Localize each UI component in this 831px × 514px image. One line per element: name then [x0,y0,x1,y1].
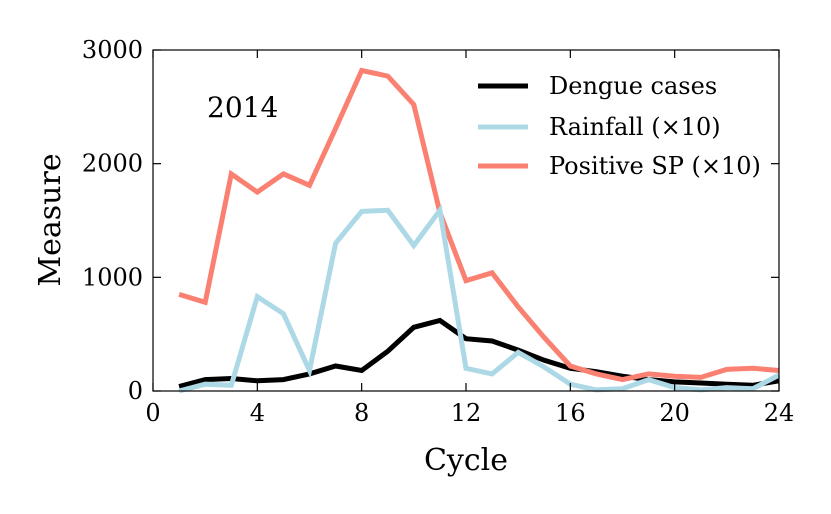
legend-label-positive-sp: Positive SP (×10) [549,152,761,180]
x-tick-label: 20 [659,399,690,427]
plot-lines [178,67,781,394]
y-tick-label: 1000 [82,263,143,291]
x-tick-label: 0 [145,399,160,427]
y-tick-label: 3000 [82,36,143,64]
x-tick-label: 12 [451,399,482,427]
y-tick-label: 0 [128,377,143,405]
x-tick-labels: 0 4 8 12 16 20 24 [145,399,794,427]
legend-label-rainfall: Rainfall (×10) [549,113,721,141]
x-tick-label: 4 [250,399,265,427]
y-tick-labels: 0 1000 2000 3000 [82,36,143,405]
x-tick-label: 8 [354,399,369,427]
y-axis-label: Measure [33,153,68,286]
legend: Dengue cases Rainfall (×10) Positive SP … [478,72,761,180]
series-line-positive-sp [178,67,780,383]
x-tick-label: 24 [764,399,795,427]
axis-ticks [152,49,780,392]
year-annotation: 2014 [207,91,278,124]
series-line-rainfall [178,204,781,394]
y-tick-label: 2000 [82,150,143,178]
legend-label-dengue: Dengue cases [549,72,717,100]
x-tick-label: 16 [555,399,586,427]
x-axis-label: Cycle [424,443,508,478]
series-line-dengue [178,317,780,389]
